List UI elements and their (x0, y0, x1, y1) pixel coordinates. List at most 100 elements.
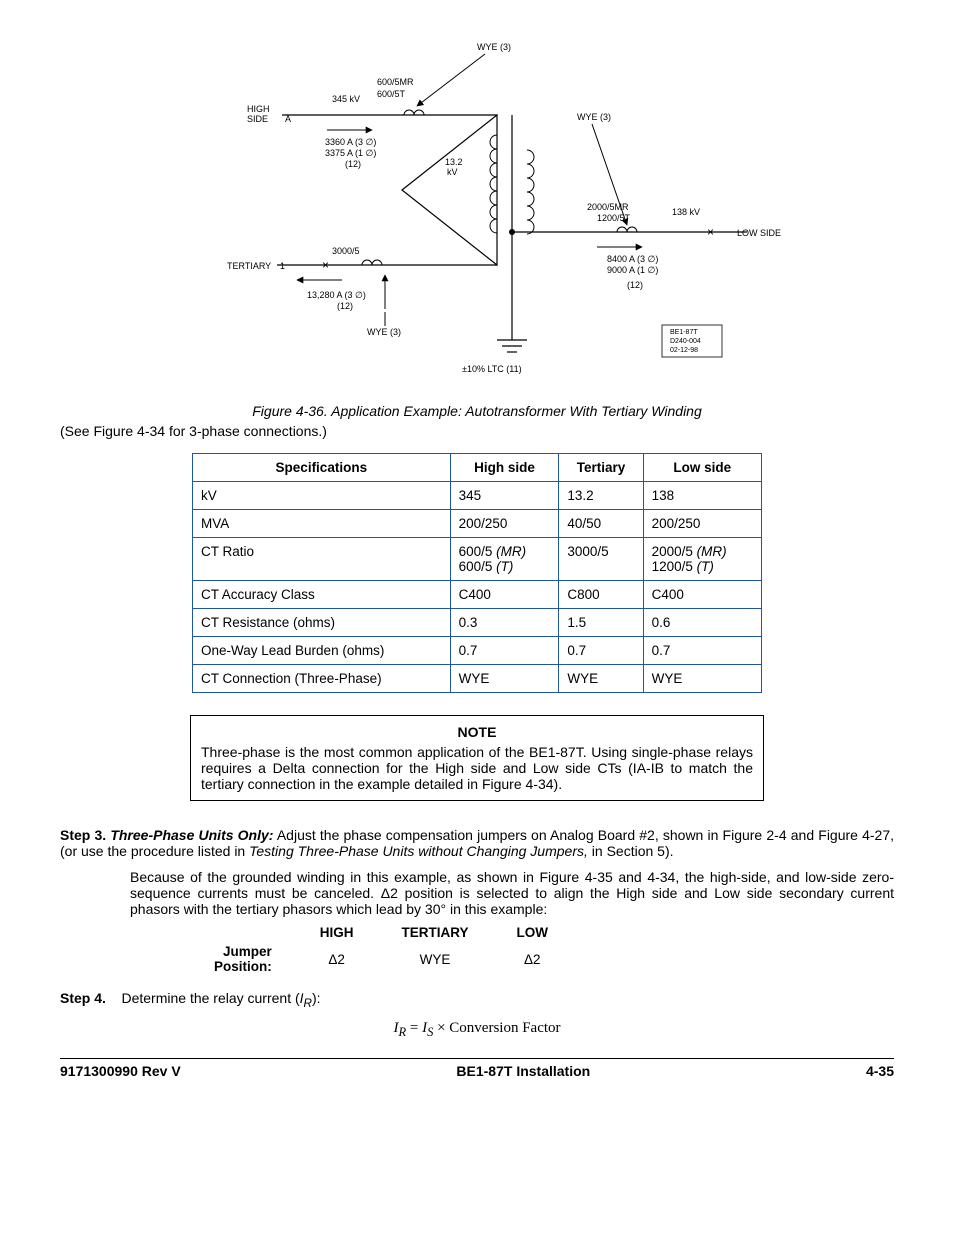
jumper-label: JumperPosition: (190, 942, 296, 976)
spec-value-cell: WYE (450, 665, 559, 693)
table-row: One-Way Lead Burden (ohms)0.70.70.7 (193, 637, 762, 665)
step-3-lead-ital: Testing Three-Phase Units without Changi… (249, 843, 588, 859)
th-tertiary: Tertiary (559, 454, 643, 482)
step-4-sub: R (304, 997, 312, 1010)
spec-value-cell: 0.7 (643, 637, 761, 665)
footer-right: 4-35 (866, 1063, 894, 1079)
spec-value-cell: 1.5 (559, 609, 643, 637)
step-3-lead-tail: in Section 5). (588, 843, 674, 859)
label-3360: 3360 A (3 ∅) (325, 137, 376, 147)
see-figure-note: (See Figure 4-34 for 3-phase connections… (60, 423, 894, 439)
spec-label-cell: CT Accuracy Class (193, 581, 451, 609)
label-A: A (285, 114, 291, 124)
spec-label-cell: One-Way Lead Burden (ohms) (193, 637, 451, 665)
label-600-5t: 600/5T (377, 89, 406, 99)
spec-value-cell: C800 (559, 581, 643, 609)
table-row: CT Ratio600/5 (MR)600/5 (T)3000/52000/5 … (193, 538, 762, 581)
label-side: SIDE (247, 114, 268, 124)
spec-value-cell: 0.3 (450, 609, 559, 637)
step-4-text: Determine the relay current ( (121, 990, 299, 1006)
th-spec: Specifications (193, 454, 451, 482)
step-3: Step 3. Three-Phase Units Only: Adjust t… (60, 827, 894, 859)
label-wye-right: WYE (3) (577, 112, 611, 122)
step-3-lead-bold: Three-Phase Units Only: (110, 827, 273, 843)
label-8400: 8400 A (3 ∅) (607, 254, 658, 264)
jumper-h-high: HIGH (296, 923, 378, 942)
autotransformer-svg: WYE (3) 600/5MR 600/5T 345 kV HIGH SIDE … (167, 30, 787, 390)
footer-left: 9171300990 Rev V (60, 1063, 181, 1079)
note-box: NOTE Three-phase is the most common appl… (190, 715, 764, 801)
jumper-v-high: Δ2 (296, 942, 378, 976)
spec-value-cell: WYE (559, 665, 643, 693)
th-low: Low side (643, 454, 761, 482)
table-row: MVA200/25040/50200/250 (193, 510, 762, 538)
label-12b: (12) (627, 280, 643, 290)
spec-value-cell: 200/250 (643, 510, 761, 538)
stamp-2: D240-004 (670, 338, 701, 345)
label-2000-5mr: 2000/5MR (587, 202, 629, 212)
jumper-v-low: Δ2 (493, 942, 573, 976)
spec-value-cell: 600/5 (MR)600/5 (T) (450, 538, 559, 581)
label-3375: 3375 A (1 ∅) (325, 148, 376, 158)
spec-value-cell: 200/250 (450, 510, 559, 538)
step-4-tail: ): (312, 990, 321, 1006)
jumper-v-tert: WYE (378, 942, 493, 976)
spec-value-cell: 0.7 (559, 637, 643, 665)
label-low-side: LOW SIDE (737, 228, 781, 238)
label-13280: 13,280 A (3 ∅) (307, 290, 366, 300)
spec-label-cell: CT Connection (Three-Phase) (193, 665, 451, 693)
stamp-3: 02-12-98 (670, 347, 698, 354)
jumper-table: HIGH TERTIARY LOW JumperPosition: Δ2 WYE… (190, 923, 572, 976)
svg-text:×: × (707, 225, 714, 239)
step-3-label: Step 3. (60, 827, 106, 843)
spec-value-cell: 40/50 (559, 510, 643, 538)
label-12c: (12) (337, 301, 353, 311)
figure-caption: Figure 4-36. Application Example: Autotr… (60, 403, 894, 419)
label-wye-bottom: WYE (3) (367, 327, 401, 337)
figure-diagram: WYE (3) 600/5MR 600/5T 345 kV HIGH SIDE … (167, 30, 787, 393)
specifications-table: Specifications High side Tertiary Low si… (192, 453, 762, 693)
spec-value-cell: 3000/5 (559, 538, 643, 581)
table-row: CT Resistance (ohms)0.31.50.6 (193, 609, 762, 637)
stamp-1: BE1-87T (670, 329, 698, 336)
step-3-para2: Because of the grounded winding in this … (130, 869, 894, 917)
label-ltc: ±10% LTC (11) (462, 364, 522, 374)
spec-label-cell: kV (193, 482, 451, 510)
spec-label-cell: CT Resistance (ohms) (193, 609, 451, 637)
label-high: HIGH (247, 104, 270, 114)
label-9000: 9000 A (1 ∅) (607, 265, 658, 275)
label-138kv: 138 kV (672, 207, 700, 217)
label-3000-5: 3000/5 (332, 246, 360, 256)
spec-value-cell: C400 (450, 581, 559, 609)
label-kv: kV (447, 167, 458, 177)
spec-value-cell: 0.6 (643, 609, 761, 637)
label-wye-top: WYE (3) (477, 42, 511, 52)
label-12a: (12) (345, 159, 361, 169)
spec-value-cell: C400 (643, 581, 761, 609)
label-13-2: 13.2 (445, 157, 463, 167)
label-tertiary: TERTIARY (227, 261, 271, 271)
footer-center: BE1-87T Installation (456, 1063, 590, 1079)
table-row: CT Accuracy ClassC400C800C400 (193, 581, 762, 609)
note-title: NOTE (201, 724, 753, 740)
note-body: Three-phase is the most common applicati… (201, 744, 753, 792)
spec-value-cell: WYE (643, 665, 761, 693)
jumper-h-tert: TERTIARY (378, 923, 493, 942)
spec-label-cell: MVA (193, 510, 451, 538)
step-4: Step 4. Determine the relay current (IR)… (60, 990, 894, 1010)
label-one: 1 (280, 261, 285, 271)
step-4-label: Step 4. (60, 990, 106, 1006)
relay-current-formula: IR = IS × Conversion Factor (60, 1020, 894, 1040)
jumper-h-low: LOW (493, 923, 573, 942)
spec-value-cell: 13.2 (559, 482, 643, 510)
spec-value-cell: 345 (450, 482, 559, 510)
spec-value-cell: 2000/5 (MR)1200/5 (T) (643, 538, 761, 581)
table-header-row: Specifications High side Tertiary Low si… (193, 454, 762, 482)
page-footer: 9171300990 Rev V BE1-87T Installation 4-… (60, 1058, 894, 1079)
spec-label-cell: CT Ratio (193, 538, 451, 581)
label-600-5mr: 600/5MR (377, 77, 414, 87)
table-row: CT Connection (Three-Phase)WYEWYEWYE (193, 665, 762, 693)
th-high: High side (450, 454, 559, 482)
label-345kv: 345 kV (332, 94, 360, 104)
spec-value-cell: 0.7 (450, 637, 559, 665)
